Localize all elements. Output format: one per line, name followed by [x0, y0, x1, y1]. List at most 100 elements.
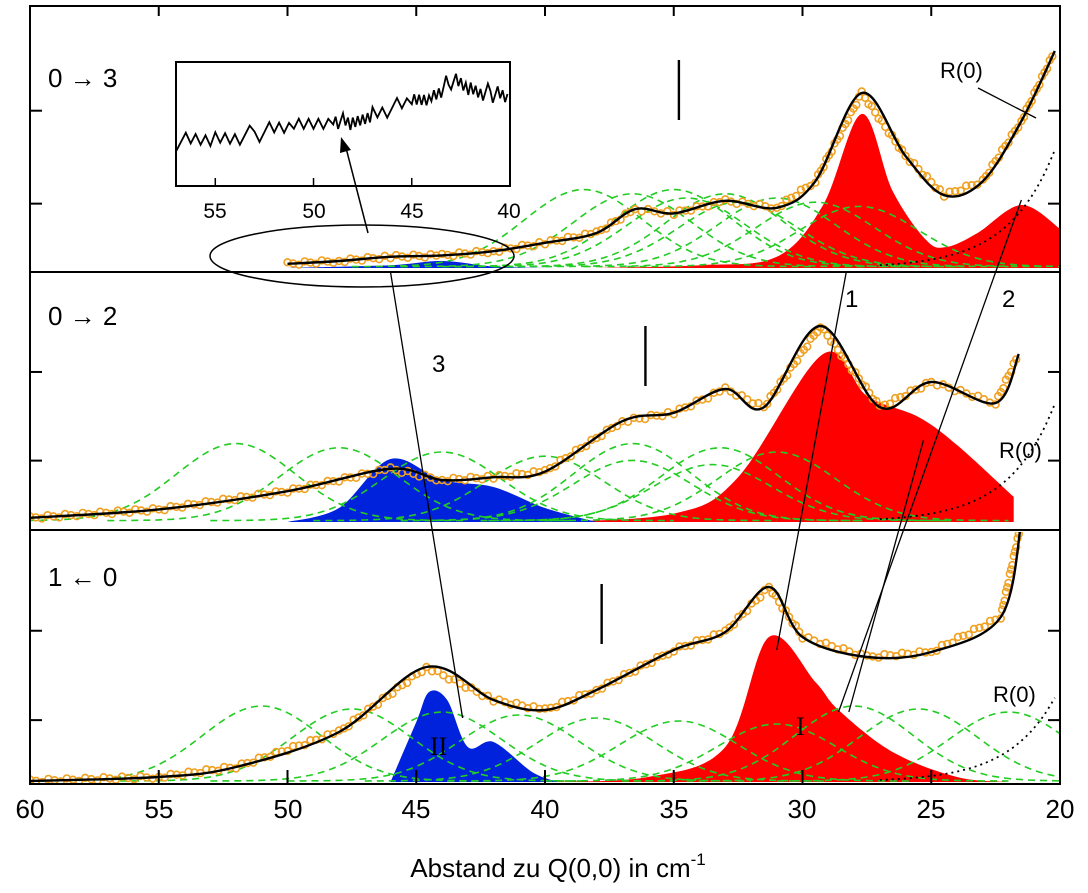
top-gauss-1-3	[583, 201, 1048, 268]
top-measured-point	[663, 207, 672, 216]
middle-measured-point	[166, 502, 175, 511]
x-tick-label-40: 40	[531, 794, 560, 824]
bottom-measured-point	[975, 623, 984, 632]
bottom-measured-point	[969, 624, 979, 634]
top-measured-point	[1013, 123, 1023, 132]
top-measured-point	[283, 258, 292, 267]
bottom-gauss-1-0	[622, 705, 1060, 782]
middle-measured-point	[618, 417, 627, 426]
top-gauss-0-1	[400, 192, 865, 268]
x-tick-label-35: 35	[660, 794, 689, 824]
bottom-fit-curve	[30, 532, 1022, 783]
top-measured-point	[472, 246, 481, 256]
inset-tick-label-40: 40	[497, 200, 520, 223]
x-tick-label-25: 25	[917, 794, 946, 824]
bottom-measured-point	[729, 620, 739, 629]
inset-highlight-ellipse	[209, 224, 515, 288]
panel-label-top: 0 → 3	[48, 63, 117, 93]
correlation-line-0	[389, 271, 464, 719]
bottom-measured-point	[964, 630, 973, 639]
top-fit-curve	[287, 50, 1056, 265]
top-measured-point	[621, 209, 630, 218]
middle-measured-point	[592, 433, 601, 443]
top-r0-curve	[879, 149, 1056, 267]
top-red-fill	[596, 113, 1060, 269]
bottom-gauss-1-2	[776, 711, 1060, 782]
inset-tick-label-50: 50	[302, 200, 325, 223]
top-measured-point	[669, 210, 678, 220]
middle-red-fill	[545, 351, 1014, 522]
band-label-2: 2	[1002, 286, 1015, 313]
top-measured-point	[437, 249, 447, 259]
bottom-measured-point	[897, 648, 907, 657]
bottom-gauss-0-1	[120, 708, 584, 782]
middle-measured-point	[754, 398, 763, 408]
ticks-layer	[29, 6, 1061, 784]
x-tick-label-45: 45	[402, 794, 431, 824]
middle-fit-curve	[30, 324, 1020, 519]
top-gauss-1-2	[544, 197, 1009, 268]
bottom-measured-point	[1011, 543, 1021, 552]
top-measured-point	[317, 256, 326, 265]
bottom-measured-point	[980, 622, 989, 631]
x-tick-label-60: 60	[16, 794, 45, 824]
inset-arrow-head	[340, 137, 351, 153]
inset: 55 50 45 40	[175, 61, 521, 223]
bottom-measured-point	[461, 683, 470, 692]
bottom-measured-point	[756, 593, 765, 602]
top-gauss-1-0	[441, 188, 906, 268]
top-measured-point	[392, 250, 401, 260]
bottom-red-fill	[545, 635, 1009, 782]
top-measured-point	[455, 248, 464, 257]
top-measured-point	[426, 250, 435, 259]
correlation-line-2	[837, 199, 1022, 713]
top-gauss-1-4	[627, 205, 1060, 268]
top-measured-point	[1048, 52, 1057, 61]
bottom-measured-point	[190, 768, 199, 777]
bottom-measured-point	[641, 660, 651, 669]
plot-layer	[30, 50, 1060, 784]
middle-measured-point	[772, 385, 782, 394]
top-measured-point	[870, 108, 880, 117]
middle-measured-point	[911, 385, 920, 394]
middle-measured-point	[762, 399, 772, 409]
panel-middle	[30, 323, 1056, 523]
middle-gauss-0-1	[107, 446, 571, 522]
top-measured-point	[782, 195, 791, 204]
bottom-measured-point	[450, 675, 459, 684]
bottom-gauss-0-5	[447, 720, 911, 782]
middle-measured-point	[271, 487, 280, 496]
middle-measured-point	[792, 356, 802, 366]
middle-measured-point	[890, 393, 900, 403]
panel-top	[283, 50, 1060, 269]
top-measured-point	[961, 181, 971, 190]
bottom-measured-point	[439, 671, 448, 680]
middle-measured-point	[566, 452, 575, 461]
middle-blue-fill	[287, 458, 597, 522]
top-measured-point	[611, 216, 620, 226]
middle-measured-point	[823, 331, 832, 340]
band-label-1: 1	[845, 286, 858, 313]
top-measured-point	[786, 193, 796, 203]
correlation-line-1	[776, 271, 847, 651]
r0-label-leader	[977, 87, 1037, 119]
top-measured-point	[300, 257, 309, 266]
middle-measured-point	[43, 511, 52, 520]
middle-gauss-0-2	[210, 451, 674, 522]
middle-measured-point	[896, 392, 905, 402]
middle-measured-point	[551, 462, 560, 471]
middle-gauss-0-3	[313, 455, 777, 522]
bottom-measured-point	[402, 678, 412, 688]
inset-tick-label-45: 45	[400, 200, 423, 223]
top-measured-point	[984, 168, 994, 177]
band-label-I: I	[796, 712, 805, 741]
middle-gauss-1-2	[544, 451, 1009, 522]
middle-gauss-1-1	[488, 446, 952, 522]
top-measured-point	[1035, 80, 1044, 90]
r0-label-top: R(0)	[940, 58, 983, 83]
bottom-measured-point	[959, 631, 968, 640]
bottom-measured-point	[658, 651, 667, 660]
middle-gauss-0-5	[480, 463, 945, 522]
top-gauss-1-1	[493, 192, 958, 268]
